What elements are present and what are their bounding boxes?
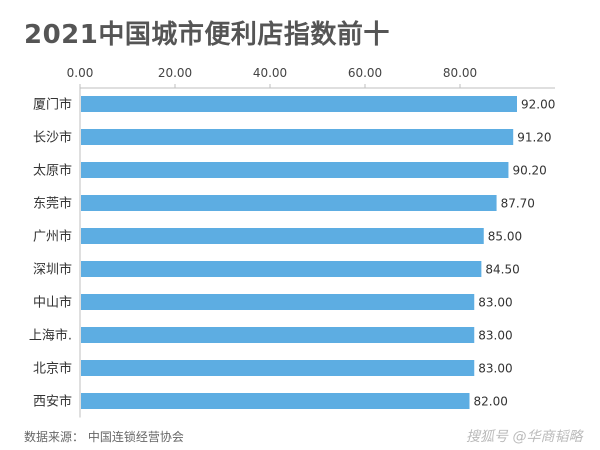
- y-category-label: 中山市: [33, 295, 72, 311]
- bar: [81, 162, 509, 178]
- chart-title: 2021中国城市便利店指数前十: [24, 20, 390, 50]
- bar: [81, 261, 482, 277]
- bar-value-label: 83.00: [478, 296, 512, 310]
- x-tick-label: 60.00: [348, 66, 382, 80]
- data-source-note: 数据来源： 中国连锁经营协会: [24, 430, 184, 444]
- y-category-label: 深圳市: [33, 262, 72, 278]
- bar-value-label: 87.70: [501, 197, 535, 211]
- bar: [81, 327, 475, 343]
- y-category-label: 北京市: [33, 361, 72, 377]
- y-category-label: 东莞市: [33, 196, 72, 212]
- bar: [81, 129, 514, 145]
- y-category-label: 西安市: [33, 394, 72, 410]
- watermark: 搜狐号 @华商韬略: [466, 429, 583, 445]
- bar: [81, 228, 484, 244]
- bar-value-label: 90.20: [512, 164, 546, 178]
- bar-value-label: 83.00: [478, 362, 512, 376]
- bar: [81, 393, 470, 409]
- x-tick-label: 40.00: [253, 66, 287, 80]
- x-tick-label: 20.00: [158, 66, 192, 80]
- y-category-label: 长沙市: [33, 130, 72, 146]
- y-category-label: 上海市.: [29, 328, 72, 344]
- y-category-label: 广州市: [33, 229, 72, 245]
- bar-value-label: 92.00: [521, 98, 555, 112]
- bar: [81, 195, 497, 211]
- bar-value-label: 91.20: [517, 131, 551, 145]
- x-tick-label: 0.00: [67, 66, 94, 80]
- y-category-label: 太原市: [33, 163, 72, 179]
- bar: [81, 360, 475, 376]
- bar-value-label: 85.00: [488, 230, 522, 244]
- bar-value-label: 83.00: [478, 329, 512, 343]
- x-tick-label: 80.00: [443, 66, 477, 80]
- bar: [81, 96, 517, 112]
- bar-value-label: 82.00: [474, 395, 508, 409]
- bar: [81, 294, 475, 310]
- bar-value-label: 84.50: [485, 263, 519, 277]
- y-category-label: 厦门市: [33, 97, 72, 113]
